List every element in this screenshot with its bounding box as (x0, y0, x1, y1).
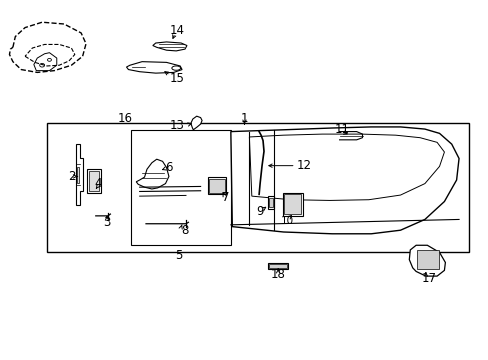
Text: 9: 9 (256, 205, 264, 218)
Text: 11: 11 (334, 123, 349, 136)
Text: 2: 2 (67, 170, 75, 183)
Polygon shape (408, 245, 445, 276)
Text: 1: 1 (240, 112, 248, 125)
Polygon shape (267, 263, 288, 269)
Polygon shape (34, 53, 57, 71)
Text: 13: 13 (170, 119, 184, 132)
Polygon shape (267, 196, 273, 209)
Polygon shape (282, 193, 303, 216)
Polygon shape (284, 194, 301, 214)
Polygon shape (268, 198, 272, 207)
Polygon shape (207, 177, 225, 194)
Text: 4: 4 (94, 177, 102, 190)
Bar (77, 167, 79, 183)
Text: 16: 16 (117, 112, 132, 125)
Text: 12: 12 (296, 159, 311, 172)
Polygon shape (76, 144, 82, 205)
Polygon shape (416, 250, 438, 269)
Polygon shape (269, 264, 286, 268)
Polygon shape (209, 179, 224, 193)
Text: 10: 10 (280, 216, 293, 226)
Polygon shape (153, 42, 186, 51)
Polygon shape (249, 134, 444, 201)
Polygon shape (89, 171, 99, 191)
Text: 15: 15 (169, 72, 184, 85)
Polygon shape (190, 116, 202, 130)
Text: 6: 6 (165, 161, 172, 174)
Polygon shape (126, 62, 182, 73)
Ellipse shape (171, 66, 180, 70)
Polygon shape (87, 169, 101, 193)
Text: 14: 14 (169, 24, 184, 37)
Text: 3: 3 (103, 216, 110, 229)
Polygon shape (136, 159, 168, 189)
Text: 18: 18 (270, 268, 285, 281)
Text: 7: 7 (222, 191, 229, 204)
Text: 17: 17 (421, 272, 435, 285)
Text: 8: 8 (181, 224, 188, 237)
Polygon shape (230, 127, 458, 234)
Text: 5: 5 (175, 249, 182, 262)
